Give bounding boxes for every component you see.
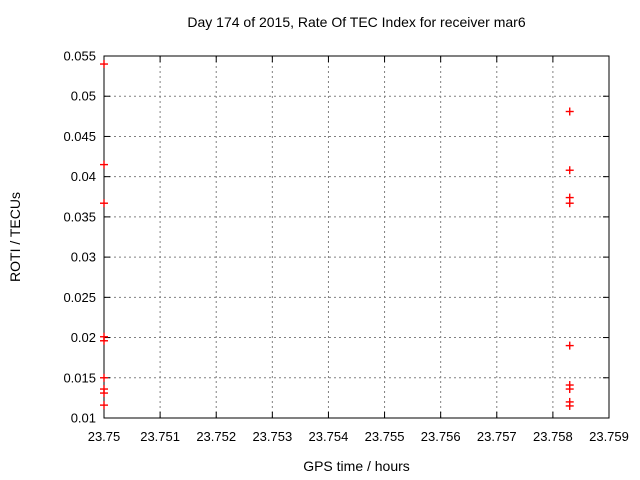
data-point-marker <box>100 60 108 69</box>
chart-title: Day 174 of 2015, Rate Of TEC Index for r… <box>187 14 526 30</box>
x-tick-label: 23.752 <box>196 429 236 444</box>
x-tick-label: 23.757 <box>477 429 517 444</box>
data-point-marker <box>565 401 574 410</box>
x-tick-label: 23.75 <box>88 429 121 444</box>
data-point-marker <box>565 199 574 208</box>
data-point-marker <box>100 373 108 382</box>
data-point-marker <box>100 336 108 345</box>
y-tick-label: 0.01 <box>71 411 96 426</box>
y-tick-label: 0.045 <box>63 129 96 144</box>
data-point-marker <box>565 166 574 175</box>
data-point-marker <box>100 199 108 208</box>
y-tick-label: 0.055 <box>63 49 96 64</box>
x-tick-label: 23.753 <box>252 429 292 444</box>
x-tick-label: 23.755 <box>365 429 405 444</box>
x-tick-label: 23.759 <box>589 429 629 444</box>
y-tick-label: 0.025 <box>63 290 96 305</box>
y-tick-label: 0.05 <box>71 89 96 104</box>
plot-border <box>103 55 610 419</box>
data-point-marker <box>565 341 574 350</box>
x-tick-label: 23.751 <box>140 429 180 444</box>
y-tick-label: 0.035 <box>63 209 96 224</box>
y-tick-label: 0.03 <box>71 250 96 265</box>
data-point-marker <box>565 385 574 394</box>
y-tick-label: 0.04 <box>71 169 96 184</box>
data-point-marker <box>565 107 574 116</box>
y-tick-label: 0.015 <box>63 370 96 385</box>
x-axis-label: GPS time / hours <box>303 458 410 474</box>
data-point-marker <box>100 401 108 410</box>
data-point-marker <box>100 160 108 169</box>
data-point-marker <box>100 389 108 398</box>
x-tick-label: 23.754 <box>309 429 349 444</box>
x-tick-label: 23.756 <box>421 429 461 444</box>
y-tick-label: 0.02 <box>71 330 96 345</box>
x-tick-label: 23.758 <box>533 429 573 444</box>
